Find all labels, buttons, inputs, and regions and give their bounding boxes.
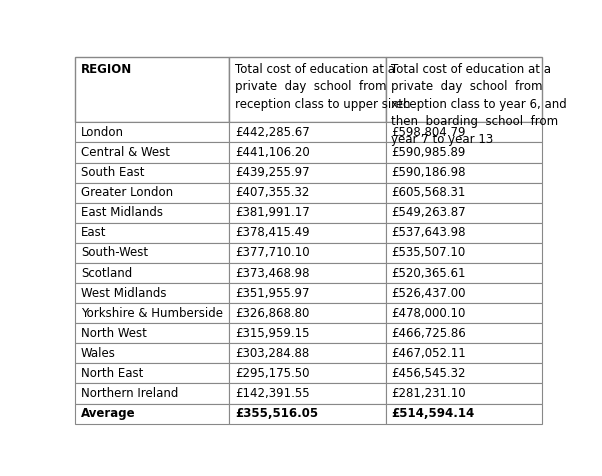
Bar — [385, 142, 542, 162]
Bar — [229, 223, 385, 243]
Bar — [229, 363, 385, 384]
Text: £535,507.10: £535,507.10 — [391, 247, 465, 259]
Text: Total cost of education at a
private  day  school  from
reception class to year : Total cost of education at a private day… — [391, 63, 567, 146]
Text: £142,391.55: £142,391.55 — [235, 387, 309, 400]
Text: £442,285.67: £442,285.67 — [235, 126, 309, 139]
Bar — [385, 384, 542, 404]
Text: North East: North East — [81, 367, 143, 380]
Bar — [229, 384, 385, 404]
Text: West Midlands: West Midlands — [81, 287, 166, 299]
Bar — [75, 122, 229, 142]
Bar — [75, 363, 229, 384]
Bar — [229, 183, 385, 203]
Bar — [75, 142, 229, 162]
Text: Central & West: Central & West — [81, 146, 170, 159]
Bar — [385, 203, 542, 223]
Bar — [229, 203, 385, 223]
Bar — [75, 263, 229, 283]
Text: Wales: Wales — [81, 347, 116, 360]
Text: South East: South East — [81, 166, 144, 179]
Bar — [385, 323, 542, 343]
Bar — [75, 283, 229, 303]
Text: £407,355.32: £407,355.32 — [235, 186, 309, 199]
Text: £377,710.10: £377,710.10 — [235, 247, 309, 259]
Text: £303,284.88: £303,284.88 — [235, 347, 309, 360]
Text: £466,725.86: £466,725.86 — [391, 327, 466, 340]
Bar — [385, 122, 542, 142]
Bar — [385, 223, 542, 243]
Bar — [385, 343, 542, 363]
Bar — [75, 223, 229, 243]
Bar — [229, 404, 385, 424]
Text: £537,643.98: £537,643.98 — [391, 226, 465, 239]
Text: £315,959.15: £315,959.15 — [235, 327, 309, 340]
Text: £478,000.10: £478,000.10 — [391, 307, 465, 320]
Bar — [75, 343, 229, 363]
Text: £439,255.97: £439,255.97 — [235, 166, 309, 179]
Text: £281,231.10: £281,231.10 — [391, 387, 466, 400]
Bar — [385, 363, 542, 384]
Bar — [385, 57, 542, 122]
Bar — [75, 303, 229, 323]
Text: Scotland: Scotland — [81, 267, 132, 279]
Text: £520,365.61: £520,365.61 — [391, 267, 465, 279]
Text: £456,545.32: £456,545.32 — [391, 367, 465, 380]
Bar — [75, 183, 229, 203]
Text: London: London — [81, 126, 124, 139]
Bar — [229, 162, 385, 183]
Text: £355,516.05: £355,516.05 — [235, 407, 318, 420]
Text: £526,437.00: £526,437.00 — [391, 287, 465, 299]
Bar — [385, 283, 542, 303]
Text: Northern Ireland: Northern Ireland — [81, 387, 178, 400]
Bar — [229, 323, 385, 343]
Bar — [229, 142, 385, 162]
Bar — [385, 263, 542, 283]
Text: £514,594.14: £514,594.14 — [391, 407, 474, 420]
Text: £467,052.11: £467,052.11 — [391, 347, 466, 360]
Bar — [229, 343, 385, 363]
Text: £378,415.49: £378,415.49 — [235, 226, 309, 239]
Text: £381,991.17: £381,991.17 — [235, 206, 309, 219]
Bar — [75, 203, 229, 223]
Text: Yorkshire & Humberside: Yorkshire & Humberside — [81, 307, 223, 320]
Bar — [229, 303, 385, 323]
Bar — [385, 303, 542, 323]
Text: East: East — [81, 226, 107, 239]
Text: £441,106.20: £441,106.20 — [235, 146, 309, 159]
Bar — [229, 122, 385, 142]
Bar — [229, 263, 385, 283]
Text: £295,175.50: £295,175.50 — [235, 367, 309, 380]
Bar — [229, 57, 385, 122]
Text: £373,468.98: £373,468.98 — [235, 267, 309, 279]
Text: £326,868.80: £326,868.80 — [235, 307, 309, 320]
Bar — [229, 243, 385, 263]
Bar — [75, 162, 229, 183]
Bar — [229, 283, 385, 303]
Text: REGION: REGION — [81, 63, 132, 76]
Text: £605,568.31: £605,568.31 — [391, 186, 465, 199]
Bar — [75, 323, 229, 343]
Text: East Midlands: East Midlands — [81, 206, 163, 219]
Text: £590,186.98: £590,186.98 — [391, 166, 465, 179]
Text: £598,804.79: £598,804.79 — [391, 126, 465, 139]
Bar — [75, 243, 229, 263]
Bar — [385, 243, 542, 263]
Text: Total cost of education at a
private  day  school  from
reception class to upper: Total cost of education at a private day… — [235, 63, 411, 111]
Bar — [75, 57, 229, 122]
Text: £590,985.89: £590,985.89 — [391, 146, 465, 159]
Text: North West: North West — [81, 327, 147, 340]
Text: Average: Average — [81, 407, 135, 420]
Bar — [75, 404, 229, 424]
Bar — [75, 384, 229, 404]
Bar — [385, 162, 542, 183]
Bar — [385, 404, 542, 424]
Text: £549,263.87: £549,263.87 — [391, 206, 466, 219]
Text: £351,955.97: £351,955.97 — [235, 287, 309, 299]
Text: South-West: South-West — [81, 247, 148, 259]
Bar — [385, 183, 542, 203]
Text: Greater London: Greater London — [81, 186, 173, 199]
